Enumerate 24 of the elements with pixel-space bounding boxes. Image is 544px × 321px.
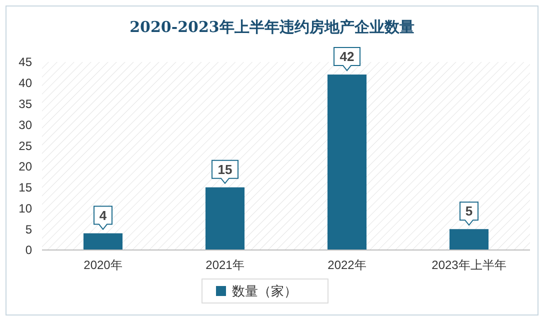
- y-tick-label: 40: [18, 76, 32, 90]
- y-tick-label: 15: [18, 180, 32, 195]
- bar: [83, 233, 123, 250]
- x-tick-label: 2020年: [84, 258, 122, 272]
- x-tick-label: 2022年: [328, 258, 366, 272]
- data-label: 15: [218, 162, 232, 177]
- y-tick-label: 0: [25, 243, 32, 258]
- bar: [327, 74, 367, 250]
- y-tick-label: 5: [25, 222, 32, 236]
- bar: [205, 187, 245, 250]
- data-label: 42: [340, 49, 354, 64]
- y-tick-label: 10: [18, 201, 32, 216]
- y-tick-label: 45: [18, 55, 32, 70]
- chart-title: 2020-2023年上半年违约房地产企业数量: [130, 18, 414, 36]
- x-tick-label: 2021年: [206, 258, 244, 272]
- y-tick-label: 30: [18, 118, 32, 132]
- y-tick-label: 25: [18, 138, 32, 153]
- legend-label: 数量（家）: [232, 284, 297, 299]
- data-label: 5: [465, 204, 473, 219]
- x-tick-label: 2023年上半年: [432, 258, 506, 272]
- y-tick-label: 20: [18, 160, 32, 174]
- y-tick-label: 35: [18, 96, 32, 111]
- data-label: 4: [99, 208, 108, 223]
- bar: [449, 229, 489, 250]
